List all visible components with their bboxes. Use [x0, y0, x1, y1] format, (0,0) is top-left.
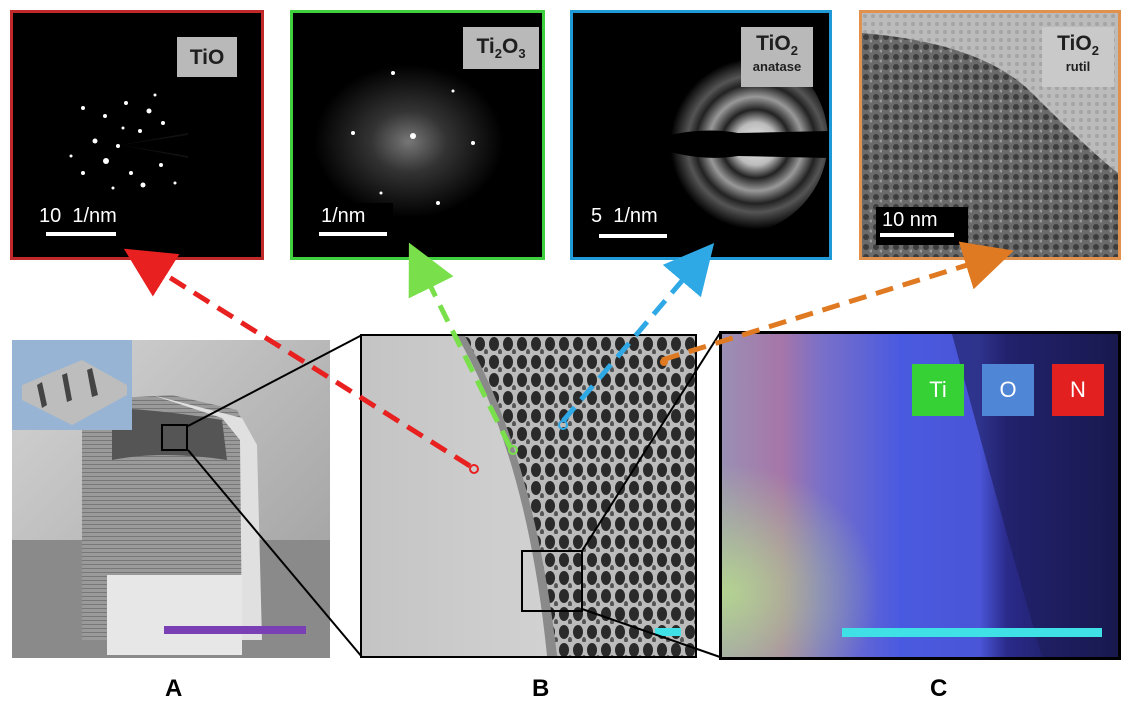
ti2o3-title: Ti2O3	[476, 36, 525, 60]
tio-scale-label: 10 1/nm	[39, 205, 117, 227]
sem-image	[12, 340, 330, 658]
panel-c-eds-map: Ti O N	[719, 331, 1121, 660]
rutile-title-prefix: TiO	[1057, 32, 1092, 55]
tio-scale-bar	[46, 232, 116, 236]
rutile-scale-label: 10 nm	[882, 209, 938, 231]
panel-b-scale-bar	[655, 628, 681, 636]
panel-a-scale-bar	[164, 626, 306, 634]
panel-tio-diffraction: TiO 10 1/nm	[10, 10, 264, 260]
anatase-title: TiO2	[741, 33, 813, 57]
panel-letter-a: A	[165, 675, 183, 702]
tio-title: TiO	[189, 45, 225, 69]
anatase-scale-bar	[599, 234, 667, 238]
panel-letter-b: B	[532, 675, 550, 702]
panel-rutile-hrtem: TiO2 rutil 10 nm	[859, 10, 1121, 260]
rutile-title-sub: 2	[1091, 43, 1099, 59]
legend-n-label: N	[1070, 377, 1086, 402]
legend-o-label: O	[999, 377, 1017, 402]
rutile-scale-label-box: 10 nm	[876, 207, 968, 245]
rutile-title-badge: TiO2 rutil	[1042, 27, 1114, 87]
anatase-title-sub: 2	[790, 43, 798, 59]
stem-image	[362, 336, 695, 656]
panel-ti2o3-diffraction: Ti2O3 1/nm	[290, 10, 545, 260]
anatase-title-badge: TiO2 anatase	[741, 27, 813, 87]
ti2o3-title-sub1: 2	[494, 46, 502, 62]
tio-title-badge: TiO	[177, 37, 237, 77]
legend-o: O	[982, 364, 1034, 416]
anatase-scale-label-box: 5 1/nm	[585, 203, 695, 241]
panel-c-scale-bar	[842, 628, 1102, 637]
panel-letter-c: C	[930, 675, 948, 702]
ti2o3-title-prefix: Ti	[476, 34, 495, 58]
panel-anatase-diffraction: TiO2 anatase 5 1/nm	[570, 10, 832, 260]
legend-ti: Ti	[912, 364, 964, 416]
anatase-title-prefix: TiO	[756, 32, 791, 55]
rutile-scale-bar	[880, 233, 954, 237]
panel-a-sem	[12, 340, 330, 658]
rutile-title: TiO2	[1042, 33, 1114, 57]
ti2o3-title-badge: Ti2O3	[463, 27, 539, 69]
rutile-phase: rutil	[1065, 59, 1091, 75]
panel-b-stem	[360, 334, 697, 658]
ti2o3-scale-label: 1/nm	[321, 205, 366, 227]
anatase-scale-label: 5 1/nm	[591, 205, 658, 227]
anatase-phase: anatase	[752, 59, 802, 75]
legend-ti-label: Ti	[929, 377, 947, 402]
ti2o3-title-mid: O	[501, 34, 519, 58]
ti2o3-title-sub2: 3	[518, 46, 526, 62]
legend-n: N	[1052, 364, 1104, 416]
ti2o3-scale-bar	[319, 232, 387, 236]
